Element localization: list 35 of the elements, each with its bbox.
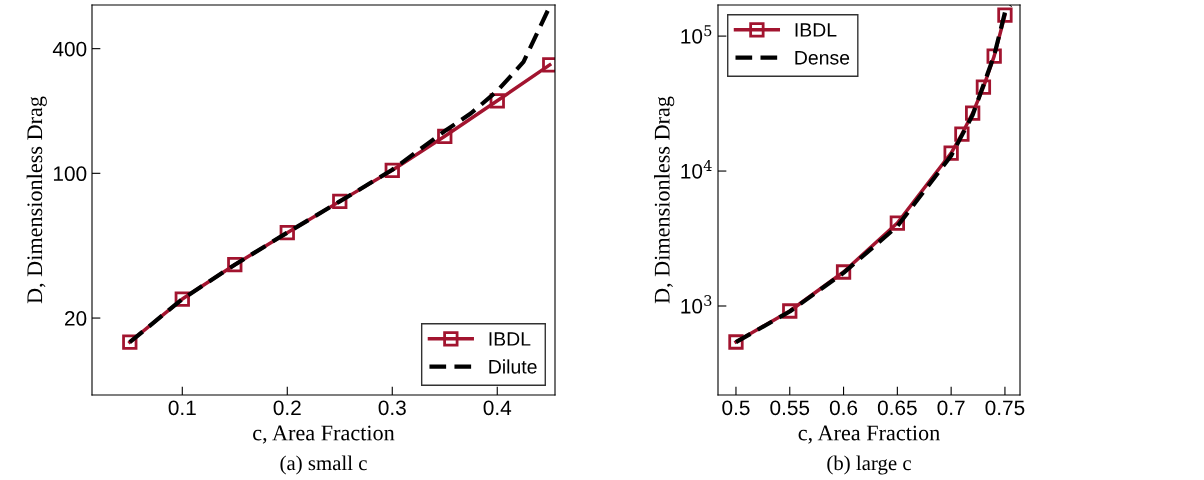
x-tick-label: 0.75 [985,400,1025,416]
point [728,334,744,350]
x-axis-title: c, Area Fraction [798,425,940,444]
legend-label: Dense [795,51,850,65]
x-tick-label: 0.6 [829,400,858,416]
point [954,126,970,142]
x-tick-label: 0.55 [770,400,810,416]
x-tick-label: 0.65 [877,400,917,416]
point [782,303,798,319]
point [997,7,1013,23]
x-axis-title: c, Area Fraction [253,425,395,444]
y-tick-label: 10$^{3}$ [681,295,712,314]
point [965,105,981,121]
y-tick-label: 20 [65,311,87,326]
y-tick-label: 10$^{4}$ [681,160,712,179]
y-tick-label: 100 [53,166,87,182]
point [943,145,959,161]
point [122,334,138,350]
text: (b) large c [827,455,911,475]
y-axis-title: D, Dimensionless Drag [26,96,47,304]
y-tick-label: 10$^{5}$ [681,25,712,44]
y-axis-title: D, Dimensionless Drag [654,96,675,304]
legend-label: Dilute [489,359,537,374]
x-tick-label: 0.2 [273,400,301,416]
text: (a) small c [280,455,367,475]
point [227,257,243,273]
x-tick-label: 0.5 [722,400,750,416]
x-tick-label: 0.7 [937,400,965,416]
y-tick-label: 400 [52,41,87,57]
legend-label: IBDL [795,23,837,37]
x-tick-label: 0.4 [483,400,512,416]
x-tick-label: 0.3 [378,400,406,416]
point [975,79,992,95]
x-tick-label: 0.1 [168,400,196,416]
legend-label: IBDL [489,332,531,346]
